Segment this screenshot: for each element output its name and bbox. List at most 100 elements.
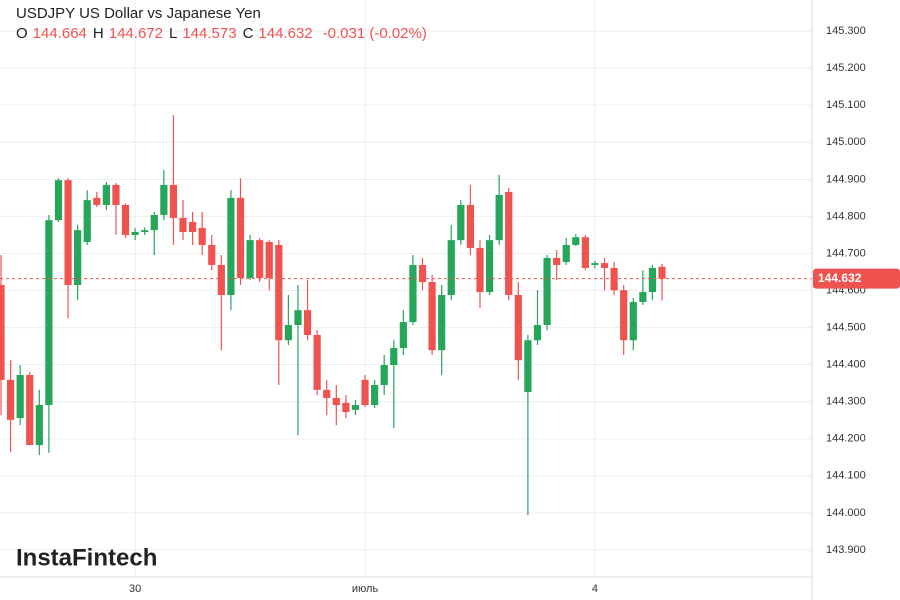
candle-body [476, 247, 484, 293]
candle-body [16, 375, 24, 419]
ohlc-value: 144.632 [258, 25, 312, 42]
price-tag [813, 268, 900, 289]
candle-body [485, 240, 494, 293]
candle-layer [0, 115, 812, 516]
ohlc-label: C [243, 25, 254, 42]
candle-body [189, 221, 197, 232]
x-tick-label: июль [352, 583, 379, 595]
ohlc-value: 144.664 [33, 25, 87, 42]
y-tick-label: 143.900 [826, 544, 866, 556]
candle-body [93, 197, 101, 205]
label-layer: 143.900 144.000 144.100 144.200 144.300 144.4… [129, 25, 900, 595]
candle-body [648, 267, 657, 293]
candle-body [313, 335, 321, 390]
candle-body [553, 257, 561, 265]
y-tick-label: 145.300 [826, 25, 866, 37]
candle-body [342, 402, 350, 413]
candle-body [54, 180, 63, 221]
candle-body [332, 398, 340, 406]
candle-body [246, 240, 254, 278]
candle-body [399, 322, 407, 348]
price-tag-label: 144.632 [818, 271, 862, 285]
candle-body [121, 204, 130, 235]
y-tick-label: 144.800 [826, 210, 866, 222]
candle-body [102, 184, 110, 205]
candle-body [323, 389, 331, 399]
x-tick-label: 30 [129, 583, 141, 595]
candle-body [112, 184, 120, 205]
y-tick-label: 144.400 [826, 359, 866, 371]
y-tick-label: 144.200 [826, 433, 866, 445]
candle-body [361, 379, 369, 406]
candle-body [572, 237, 580, 245]
candle-body [169, 184, 178, 218]
candle-body [524, 340, 532, 393]
candle-body [629, 302, 637, 341]
candle-body [371, 385, 379, 406]
candle-body [505, 191, 513, 295]
candle-body [131, 231, 139, 235]
candle-body [620, 290, 628, 341]
candle-body [179, 217, 187, 232]
candle-body [466, 204, 475, 248]
y-tick-label: 144.000 [826, 507, 866, 519]
ohlc-header: O 144.664 H 144.672 L 144.573 C 144.632 -0.031 (… [16, 25, 427, 42]
candle-body [35, 405, 43, 446]
chart-title: USDJPY US Dollar vs Japanese Yen [16, 5, 261, 22]
y-tick-label: 144.700 [826, 247, 866, 259]
ohlc-label: L [169, 25, 177, 42]
candle-body [447, 240, 455, 295]
grid-layer [0, 0, 812, 577]
candle-body [6, 379, 15, 420]
ohlc-label: H [93, 25, 104, 42]
candle-body [428, 282, 436, 351]
candle-body [438, 294, 446, 351]
candle-body [495, 194, 503, 241]
y-tick-label: 144.100 [826, 470, 866, 482]
candle-body [208, 244, 216, 265]
change: -0.031 (-0.02%) [323, 25, 427, 42]
candle-body [74, 230, 82, 285]
candle-body [543, 257, 551, 326]
y-tick-label: 144.500 [826, 322, 866, 334]
candle-body [236, 197, 245, 278]
candle-body [150, 214, 158, 231]
watermark: InstaFintech [16, 544, 157, 571]
candle-body [198, 227, 206, 245]
candle-body [217, 264, 225, 295]
ohlc-label: O [16, 25, 28, 42]
candle-body [639, 292, 647, 303]
candle-body [160, 184, 168, 215]
candle-body [658, 266, 666, 279]
candle-body [303, 310, 312, 336]
y-tick-label: 145.000 [826, 136, 866, 148]
ohlc-value: 144.573 [182, 25, 236, 42]
candle-body [0, 284, 5, 380]
candle-body [265, 241, 273, 278]
candle-body [83, 200, 91, 242]
y-tick-label: 145.200 [826, 62, 866, 74]
candle-body [533, 325, 542, 341]
ohlc-value: 144.672 [109, 25, 163, 42]
candle-body [227, 197, 235, 295]
candle-body [581, 237, 589, 268]
candle-body [284, 325, 292, 341]
candle-body [380, 365, 388, 386]
candle-body [351, 405, 360, 410]
candle-body [275, 244, 283, 341]
candle-body [409, 264, 417, 323]
candle-body [45, 220, 53, 406]
candle-body [600, 263, 609, 268]
candle-body [256, 240, 264, 278]
candle-body [26, 375, 34, 446]
candle-body [390, 347, 398, 366]
y-tick-label: 144.900 [826, 173, 866, 185]
y-tick-label: 145.100 [826, 99, 866, 111]
candle-body [418, 264, 427, 283]
candle-body [294, 310, 302, 326]
candle-body [514, 294, 522, 361]
y-tick-label: 144.300 [826, 396, 866, 408]
candle-body [562, 244, 570, 263]
x-tick-label: 4 [592, 583, 598, 595]
